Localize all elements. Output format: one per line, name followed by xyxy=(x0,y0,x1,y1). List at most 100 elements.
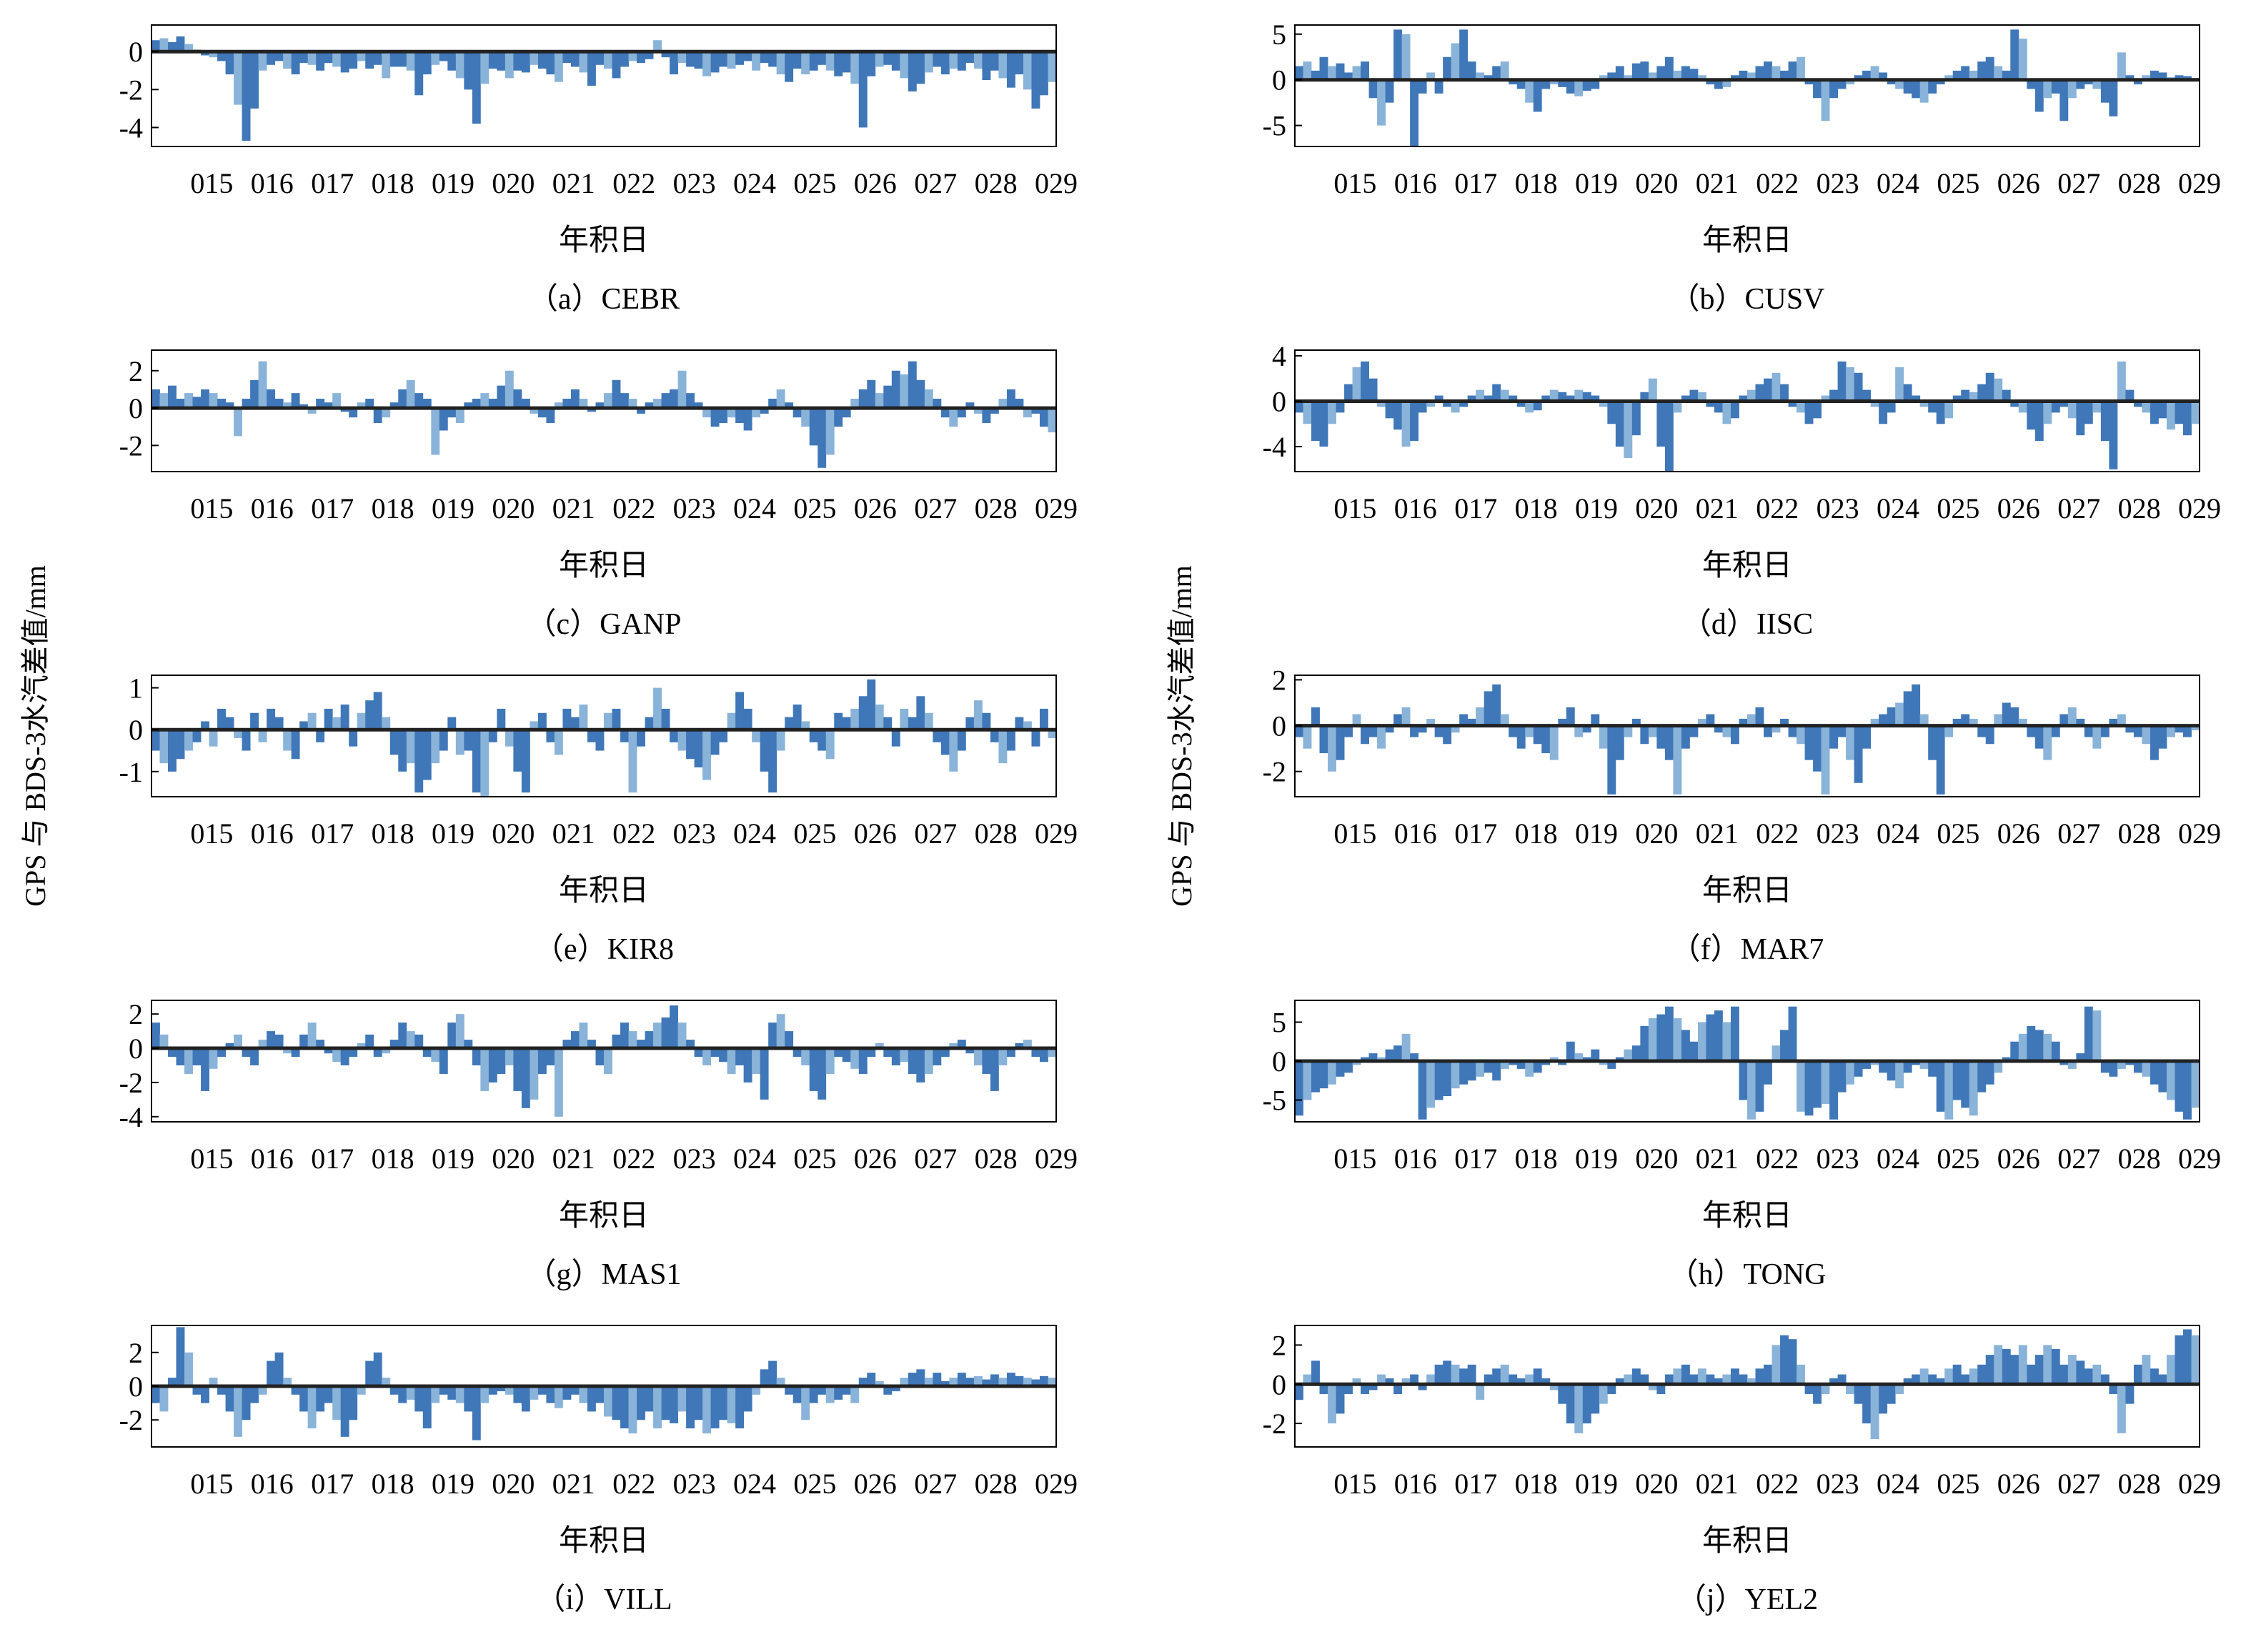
bar xyxy=(513,730,522,772)
bar xyxy=(1031,51,1040,109)
bar-series xyxy=(1295,1006,2200,1120)
bar xyxy=(2092,401,2102,413)
bar xyxy=(1944,401,1954,419)
bar xyxy=(431,1386,440,1403)
bar xyxy=(776,1014,785,1049)
bar xyxy=(2076,1053,2085,1061)
y-tick-label: 0 xyxy=(129,1032,143,1065)
chart-svg: 20-2-4 015 016 017 018 019 020 021 022 023 024 025 0… xyxy=(119,998,1078,1291)
bar xyxy=(1039,708,1048,730)
bar xyxy=(916,1048,925,1083)
bar xyxy=(1862,70,1872,80)
x-tick-label: 028 xyxy=(975,1143,1018,1175)
bar xyxy=(1418,401,1427,413)
bar xyxy=(1541,725,1551,754)
bar xyxy=(1048,408,1057,433)
bar xyxy=(250,379,259,409)
chart-panel-tong: 5 0 -5 015 016 017 018 019 020 021 022 023 024 025 026… xyxy=(1215,990,2251,1297)
bar xyxy=(1361,725,1369,745)
bar xyxy=(1862,1061,1872,1069)
x-tick-label: 022 xyxy=(1756,492,1799,524)
bar xyxy=(677,1386,687,1412)
bar xyxy=(1928,79,1937,94)
bar xyxy=(1344,384,1353,402)
bar xyxy=(1755,1061,1764,1112)
chart-panel-yel2: 2 0 -2 015 016 017 018 019 020 021 022 023 024 025 026… xyxy=(1215,1315,2251,1622)
bar xyxy=(1467,61,1476,80)
bar xyxy=(1426,718,1436,726)
bar xyxy=(825,1048,835,1074)
bar xyxy=(1846,1384,1855,1394)
bar xyxy=(554,51,563,82)
bar xyxy=(2142,725,2151,745)
bar xyxy=(2100,725,2110,737)
bar xyxy=(1648,72,1657,80)
bar xyxy=(357,1043,366,1049)
x-tick-label: 027 xyxy=(914,1468,957,1500)
bar xyxy=(792,51,802,69)
bar xyxy=(743,1048,752,1083)
bar xyxy=(1509,395,1518,402)
bar xyxy=(587,51,596,86)
bar xyxy=(949,408,958,427)
bar xyxy=(768,51,777,67)
bar xyxy=(159,38,169,52)
x-tick-label: 015 xyxy=(190,492,233,524)
bar xyxy=(1549,79,1559,85)
x-tick-label: 016 xyxy=(251,1143,294,1175)
bar xyxy=(217,1386,226,1395)
bar xyxy=(1410,725,1419,737)
bar xyxy=(2034,401,2044,442)
bar xyxy=(2117,1061,2126,1069)
bar xyxy=(1599,1384,1608,1404)
bar xyxy=(982,51,991,81)
bar xyxy=(1780,70,1789,80)
x-tick-label: 024 xyxy=(733,817,776,850)
bar xyxy=(1879,72,1888,80)
bar xyxy=(1804,401,1814,424)
bar xyxy=(670,730,678,742)
bar xyxy=(267,1031,276,1049)
bar xyxy=(858,389,868,409)
bar xyxy=(2034,725,2044,749)
bar xyxy=(283,51,292,69)
bar xyxy=(1311,1360,1320,1385)
bar xyxy=(1476,707,1485,726)
bar xyxy=(1303,61,1312,80)
bar xyxy=(1994,714,2003,726)
bar xyxy=(349,1048,358,1058)
bar xyxy=(464,1386,473,1412)
bar-series xyxy=(151,36,1057,141)
bar xyxy=(1361,1057,1369,1061)
bar xyxy=(1846,725,1855,760)
bar xyxy=(1048,1048,1057,1058)
bar xyxy=(1664,401,1674,472)
bar xyxy=(1459,29,1469,80)
bar xyxy=(537,1386,547,1395)
bar xyxy=(612,379,621,409)
bar xyxy=(604,51,612,69)
bar xyxy=(1977,1061,1987,1093)
x-tick-label: 015 xyxy=(190,1143,233,1175)
bar xyxy=(1023,721,1032,730)
bar xyxy=(159,730,169,764)
x-tick-label: 024 xyxy=(1877,1468,1919,1500)
bar xyxy=(867,1048,876,1058)
x-tick-label: 025 xyxy=(793,167,836,199)
x-tick-label: 023 xyxy=(673,167,716,199)
bar xyxy=(875,51,884,67)
bar xyxy=(628,1031,637,1049)
bar xyxy=(1467,395,1476,402)
bar xyxy=(389,1040,399,1049)
x-tick-label: 021 xyxy=(552,1143,595,1175)
x-tick-label: 022 xyxy=(1756,167,1799,199)
bar xyxy=(2018,39,2027,80)
bar xyxy=(818,730,827,751)
bar xyxy=(274,1352,284,1386)
bar xyxy=(1772,66,1781,80)
bar xyxy=(933,399,942,409)
bar xyxy=(472,51,481,124)
bar xyxy=(2175,725,2184,733)
bar xyxy=(1944,725,1954,737)
bar xyxy=(653,1022,662,1049)
